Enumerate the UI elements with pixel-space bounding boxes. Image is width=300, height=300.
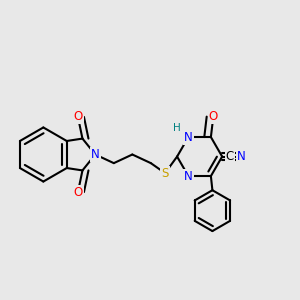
Text: O: O — [73, 110, 83, 124]
Text: O: O — [73, 186, 83, 199]
Text: C: C — [226, 150, 234, 163]
Text: O: O — [209, 110, 218, 123]
Text: N: N — [184, 130, 193, 144]
Text: N: N — [91, 148, 100, 161]
Text: H: H — [173, 123, 181, 133]
Text: N: N — [237, 150, 246, 163]
Text: S: S — [161, 167, 169, 180]
Text: N: N — [184, 169, 193, 183]
